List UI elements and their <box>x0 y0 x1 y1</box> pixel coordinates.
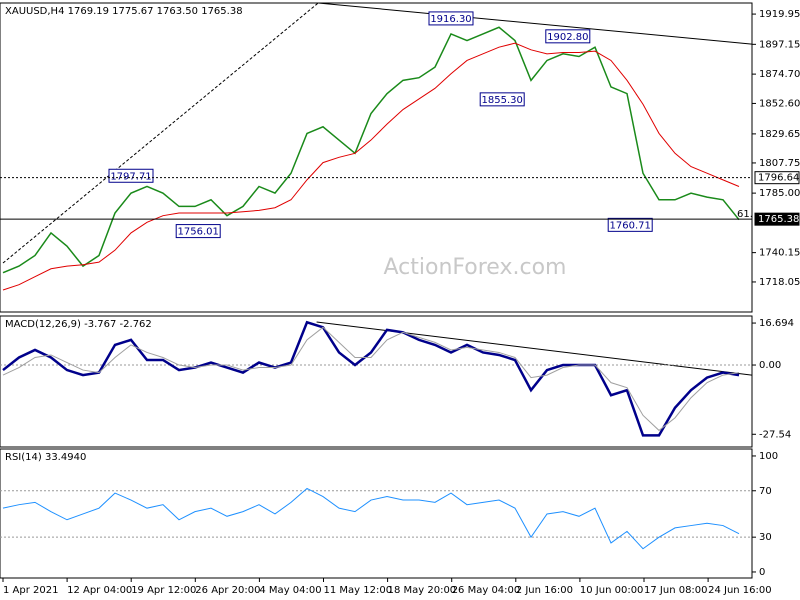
y-tick-label: 100 <box>759 451 778 462</box>
y-tick-label: 16.694 <box>759 318 794 329</box>
x-tick-label: 4 May 04:00 <box>259 585 321 596</box>
annotation-box <box>428 11 474 26</box>
annotation-label: 1756.01 <box>178 227 219 238</box>
annotation-label: 1916.30 <box>430 14 471 25</box>
annotation-label: 1760.71 <box>610 220 651 231</box>
pane-plot: MACD(12,26,9) -3.767 -2.762 <box>0 319 752 437</box>
trendline <box>316 321 752 376</box>
x-tick-label: 10 Jun 00:00 <box>580 585 644 596</box>
price-label-box <box>754 171 800 185</box>
pane-title: MACD(12,26,9) -3.767 -2.762 <box>5 319 152 330</box>
annotation-label: 1797.71 <box>110 171 151 182</box>
annotation-label: 1902.80 <box>547 32 588 43</box>
annotation-label: 1855.30 <box>482 95 523 106</box>
y-tick-label: 1829.65 <box>759 129 800 140</box>
price-label: 1796.64 <box>758 173 799 184</box>
y-tick-label: 1874.70 <box>759 69 800 80</box>
pane-title: RSI(14) 33.4940 <box>5 452 86 463</box>
x-tick-label: 12 Apr 04:00 <box>67 585 132 596</box>
y-tick-label: -27.54 <box>759 429 791 440</box>
x-tick-label: 19 Apr 12:00 <box>131 585 196 596</box>
series-line <box>2 320 740 437</box>
price-pane <box>0 2 753 313</box>
y-tick-label: 30 <box>759 532 772 543</box>
x-tick-label: 26 May 04:00 <box>452 585 521 596</box>
x-tick-label: 26 Apr 20:00 <box>195 585 260 596</box>
y-tick-label: 1807.75 <box>759 158 800 169</box>
pane-title: XAUUSD,H4 1769.19 1775.67 1763.50 1765.3… <box>5 6 243 17</box>
series-line <box>2 42 740 291</box>
pane-plot: XAUUSD,H4 1769.19 1775.67 1763.50 1765.3… <box>2 3 759 291</box>
x-tick-label: 24 Jun 16:00 <box>708 585 772 596</box>
y-tick-label: 1785.00 <box>759 188 800 199</box>
annotation-box <box>545 29 591 44</box>
series-line <box>2 487 740 550</box>
y-tick-label: 0.00 <box>759 360 781 371</box>
y-tick-label: 0 <box>759 567 765 578</box>
annotation-box <box>175 224 221 239</box>
y-tick-label: 1919.95 <box>759 9 800 20</box>
annotation-box <box>607 217 653 232</box>
x-tick-label: 2 Jun 16:00 <box>516 585 573 596</box>
annotation-box <box>108 168 154 183</box>
x-tick-label: 1 Apr 2021 <box>3 585 58 596</box>
y-tick-label: 1740.15 <box>759 248 800 259</box>
annotation-box <box>479 92 525 107</box>
trendline <box>318 3 752 45</box>
y-tick-label: 1852.60 <box>759 98 800 109</box>
x-tick-label: 17 Jun 08:00 <box>644 585 708 596</box>
price-label: 1765.38 <box>758 214 799 225</box>
x-tick-label: 18 May 20:00 <box>388 585 457 596</box>
watermark: ActionForex.com <box>384 255 567 280</box>
fib-label: 61.8 <box>737 209 759 220</box>
trendline <box>2 3 319 264</box>
series-line <box>2 26 740 274</box>
x-tick-label: 11 May 12:00 <box>324 585 393 596</box>
macd-pane <box>0 315 753 448</box>
price-label-box <box>754 212 800 226</box>
y-tick-label: 70 <box>759 486 772 497</box>
y-tick-label: 1718.05 <box>759 277 800 288</box>
rsi-pane <box>0 448 753 579</box>
y-tick-label: 1897.15 <box>759 39 800 50</box>
series-line <box>2 326 740 432</box>
pane-plot: RSI(14) 33.4940 <box>0 452 752 550</box>
